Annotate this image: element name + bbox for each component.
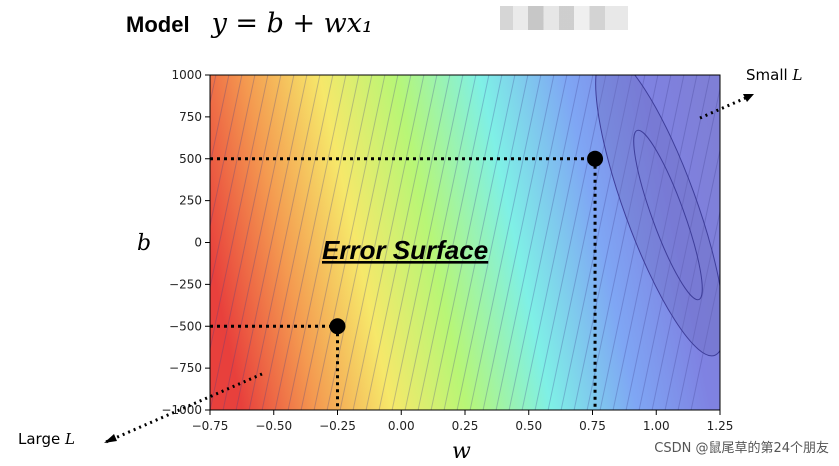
y-tick-label: 750 xyxy=(179,110,202,124)
y-axis-label: b xyxy=(137,231,151,256)
small-loss-arrowhead xyxy=(743,94,754,102)
x-axis: −0.75 −0.50 −0.25 0.00 0.25 0.50 0.75 1.00 1.25 xyxy=(192,410,734,433)
x-tick-label: 0.75 xyxy=(579,419,606,433)
contour-line xyxy=(91,65,166,420)
contour-line xyxy=(573,75,646,410)
y-tick-label: −250 xyxy=(169,277,202,291)
contour-line xyxy=(690,270,720,410)
large-loss-text: Large xyxy=(18,430,61,448)
model-formula: y = b + wx₁ xyxy=(211,8,373,39)
contour-line xyxy=(651,86,720,410)
guide-lines xyxy=(210,157,597,410)
contour-line xyxy=(261,75,334,410)
data-points xyxy=(329,150,604,335)
contour-line xyxy=(586,75,659,410)
data-point-2 xyxy=(587,150,604,167)
contour-line xyxy=(638,75,711,410)
contour-line xyxy=(456,75,529,410)
contour-line xyxy=(210,75,243,229)
contour-line xyxy=(417,75,490,410)
contour-line xyxy=(210,75,230,167)
y-tick-label: 0 xyxy=(194,236,202,250)
contour-line xyxy=(404,75,477,410)
contour-line xyxy=(39,65,114,420)
contour-line xyxy=(313,75,386,410)
contour-line xyxy=(0,65,62,420)
x-tick-label: 1.00 xyxy=(643,419,670,433)
contour-line xyxy=(443,75,516,410)
min-contour-inner xyxy=(633,129,703,301)
contour-line xyxy=(482,75,555,410)
contour-line xyxy=(0,65,49,420)
contour-line xyxy=(210,75,256,290)
contour-line xyxy=(677,209,720,410)
x-tick-label: 0.25 xyxy=(452,419,479,433)
contour-line xyxy=(287,75,360,410)
contour-line xyxy=(13,65,88,420)
blurred-region xyxy=(500,6,628,30)
contour-line xyxy=(339,75,412,410)
contour-line xyxy=(26,65,101,420)
large-loss-annotation: Large L xyxy=(18,430,75,448)
error-surface-fill xyxy=(210,75,720,410)
error-surface-label: Error Surface xyxy=(322,235,488,265)
y-tick-label: 1000 xyxy=(171,68,202,82)
small-loss-symbol: L xyxy=(792,66,803,84)
x-tick-label: 0.00 xyxy=(388,419,415,433)
contour-line xyxy=(378,75,451,410)
contour-line xyxy=(65,65,140,420)
contour-line xyxy=(326,75,399,410)
small-loss-annotation: Small L xyxy=(746,66,802,84)
contour-line xyxy=(547,75,620,410)
contour-line xyxy=(52,65,127,420)
contour-line xyxy=(534,75,607,410)
y-tick-label: −1000 xyxy=(161,403,202,417)
contour-lines xyxy=(0,65,720,420)
y-tick-label: −750 xyxy=(169,361,202,375)
x-tick-label: 1.25 xyxy=(707,419,734,433)
contour-line xyxy=(274,75,347,410)
contour-line xyxy=(210,75,269,352)
y-tick-label: 250 xyxy=(179,194,202,208)
large-loss-symbol: L xyxy=(64,430,75,448)
x-axis-label: w xyxy=(452,439,471,464)
contour-line xyxy=(248,75,321,410)
contour-line xyxy=(612,75,685,410)
y-tick-label: −500 xyxy=(169,319,202,333)
contour-line xyxy=(210,75,282,410)
data-point-1 xyxy=(329,318,346,335)
model-label: Model xyxy=(126,12,190,37)
contour-line xyxy=(560,75,633,410)
contour-line xyxy=(391,75,464,410)
contour-line xyxy=(352,75,425,410)
x-tick-label: 0.50 xyxy=(515,419,542,433)
contour-line xyxy=(508,75,581,410)
contour-line xyxy=(365,75,438,410)
contour-line xyxy=(469,75,542,410)
x-tick-label: −0.75 xyxy=(192,419,229,433)
x-tick-label: −0.25 xyxy=(319,419,356,433)
contour-line xyxy=(222,75,295,410)
contour-line xyxy=(430,75,503,410)
min-contour-outer xyxy=(595,75,720,357)
y-tick-label: 500 xyxy=(179,152,202,166)
contour-line xyxy=(495,75,568,410)
large-loss-arrow xyxy=(105,372,263,444)
y-axis: 1000 750 500 250 0 −250 −500 −750 −1000 xyxy=(161,68,210,417)
large-loss-arrowhead xyxy=(104,434,117,443)
contour-line xyxy=(521,75,594,410)
contour-line xyxy=(235,75,308,410)
annotation-arrows xyxy=(104,94,754,444)
chart-header: Model y = b + wx₁ xyxy=(126,8,373,48)
contour-line xyxy=(300,75,373,410)
watermark: CSDN @鼠尾草的第24个朋友 xyxy=(654,441,829,456)
small-loss-text: Small xyxy=(746,66,788,84)
contour-line xyxy=(0,65,75,420)
x-tick-label: −0.50 xyxy=(255,419,292,433)
plot-area xyxy=(0,65,721,420)
contour-line xyxy=(664,147,720,410)
